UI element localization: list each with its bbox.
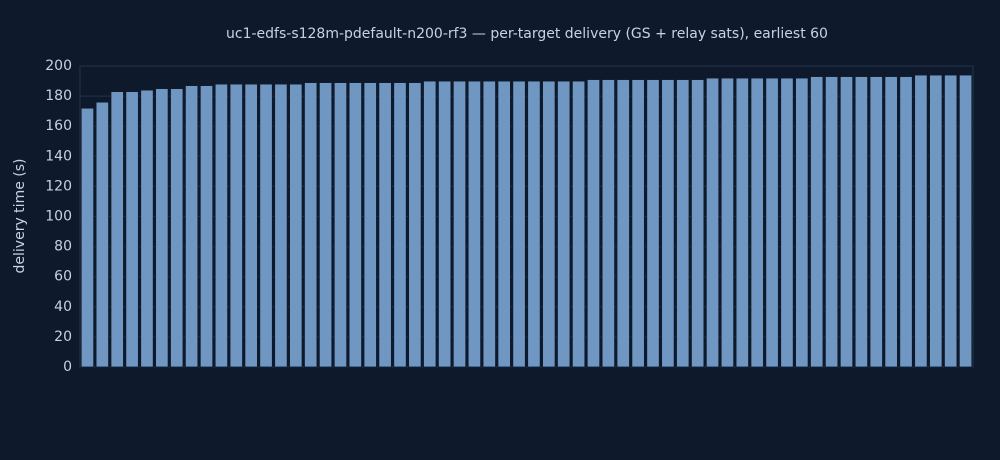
bar <box>393 82 407 368</box>
bar <box>423 80 437 368</box>
bar <box>557 80 571 368</box>
bar <box>155 88 169 368</box>
bar <box>214 83 229 368</box>
bar <box>661 79 675 368</box>
bar <box>646 79 660 368</box>
bar <box>512 80 526 368</box>
bar <box>869 76 883 368</box>
y-axis-title: delivery time (s) <box>12 159 28 274</box>
bar <box>304 82 318 368</box>
bar <box>333 82 348 368</box>
bar <box>899 76 913 368</box>
y-tick-label: 20 <box>54 329 72 345</box>
y-tick-label: 120 <box>45 178 72 194</box>
bar <box>601 79 616 368</box>
bar <box>274 83 288 368</box>
bar <box>527 80 541 368</box>
bar <box>676 79 690 368</box>
bar <box>95 101 109 368</box>
bar <box>244 83 258 368</box>
bar <box>750 77 764 368</box>
y-tick-label: 140 <box>45 148 72 164</box>
bar <box>199 85 214 368</box>
bar <box>571 80 586 368</box>
bar <box>497 80 511 368</box>
bar <box>184 85 199 368</box>
bar <box>170 88 184 368</box>
bar <box>110 91 124 368</box>
bar <box>765 77 779 368</box>
bar <box>824 76 839 368</box>
bar <box>482 80 496 368</box>
bar <box>125 91 139 368</box>
bar <box>289 83 303 368</box>
bar <box>363 82 377 368</box>
bar <box>944 74 958 368</box>
bar <box>378 82 392 368</box>
bar <box>229 83 243 368</box>
bar <box>542 80 556 368</box>
bar <box>854 76 869 368</box>
bar <box>958 74 973 368</box>
bar <box>348 82 362 368</box>
bar <box>452 80 467 368</box>
bar <box>720 77 735 368</box>
bar <box>691 79 705 368</box>
bar <box>437 80 452 368</box>
y-tick-label: 80 <box>54 239 72 255</box>
y-tick-label: 60 <box>54 269 72 285</box>
bar <box>810 76 824 368</box>
bar <box>884 76 898 368</box>
y-tick-label: 100 <box>45 209 72 225</box>
bar <box>735 77 749 368</box>
bar <box>259 83 273 368</box>
bar <box>318 82 333 368</box>
bar <box>929 74 943 368</box>
y-tick-label: 160 <box>45 118 72 134</box>
bar <box>586 79 601 368</box>
y-tick-label: 200 <box>45 58 72 74</box>
bar <box>467 80 482 368</box>
bar <box>839 76 854 368</box>
bar <box>80 107 95 368</box>
y-tick-label: 40 <box>54 299 72 315</box>
bar <box>795 77 809 368</box>
bar <box>705 77 720 368</box>
chart-title: uc1-edfs-s128m-pdefault-n200-rf3 — per-t… <box>226 26 828 42</box>
bar <box>914 74 928 368</box>
y-tick-label: 180 <box>45 88 72 104</box>
bar <box>408 82 422 368</box>
bar <box>631 79 645 368</box>
bar <box>140 89 154 368</box>
y-tick-label: 0 <box>63 359 72 375</box>
bar <box>780 77 794 368</box>
bar <box>616 79 630 368</box>
